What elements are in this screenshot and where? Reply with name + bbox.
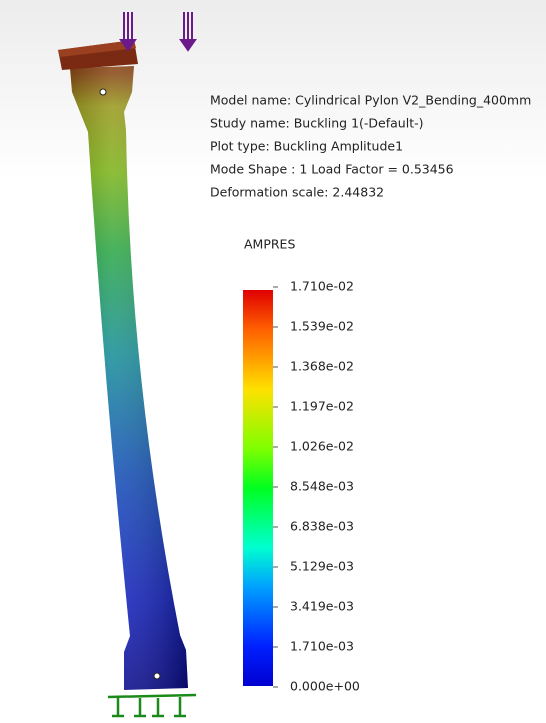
- legend-label: 1.710e-02: [290, 279, 354, 294]
- info-line: Plot type: Buckling Amplitude1: [210, 139, 403, 154]
- legend-label: 6.838e-03: [290, 519, 354, 534]
- info-line: Study name: Buckling 1(-Default-): [210, 116, 423, 131]
- info-line: Mode Shape : 1 Load Factor = 0.53456: [210, 162, 454, 177]
- legend-label: 8.548e-03: [290, 479, 354, 494]
- legend-label: 1.197e-02: [290, 399, 354, 414]
- info-line: Deformation scale: 2.44832: [210, 185, 384, 200]
- legend-bar: [243, 290, 273, 686]
- legend-label: 1.026e-02: [290, 439, 354, 454]
- legend-label: 1.539e-02: [290, 319, 354, 334]
- legend-label: 0.000e+00: [290, 679, 360, 694]
- legend-label: 1.368e-02: [290, 359, 354, 374]
- legend-title: AMPRES: [244, 237, 295, 252]
- screen: Model name: Cylindrical Pylon V2_Bending…: [0, 0, 546, 723]
- legend-label: 3.419e-03: [290, 599, 354, 614]
- legend-label: 5.129e-03: [290, 559, 354, 574]
- legend-label: 1.710e-03: [290, 639, 354, 654]
- info-line: Model name: Cylindrical Pylon V2_Bending…: [210, 93, 531, 108]
